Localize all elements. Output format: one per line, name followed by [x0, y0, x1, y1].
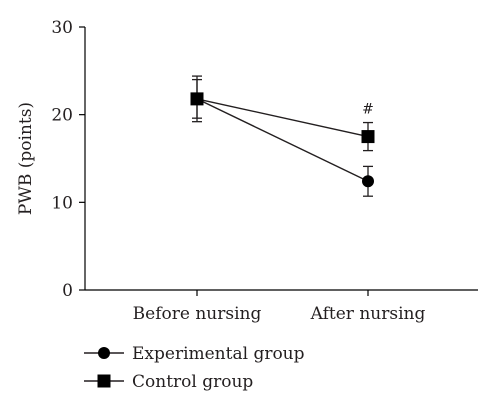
annotation-layer: #	[362, 102, 374, 118]
x-tick-label: After nursing	[310, 304, 426, 324]
legend-item: Experimental group	[84, 344, 305, 364]
series-line	[196, 98, 369, 182]
legend-label: Control group	[132, 372, 253, 392]
data-point	[361, 130, 375, 144]
series-1	[191, 75, 374, 197]
legend-label: Experimental group	[132, 344, 305, 364]
legend-item: Control group	[84, 372, 253, 392]
y-tick-label: 10	[51, 193, 73, 213]
legend: Experimental group Control group	[84, 344, 305, 392]
y-tick-label: 0	[62, 281, 73, 301]
x-tick-label: Before nursing	[133, 304, 262, 324]
series-layer	[190, 75, 375, 197]
series-2	[190, 78, 375, 152]
series-line	[196, 98, 369, 138]
data-point	[190, 92, 204, 106]
plot-area: 0 10 20 30 Before nursing After nursing #	[51, 18, 478, 324]
data-point	[362, 175, 374, 188]
x-ticks: Before nursing After nursing	[133, 290, 426, 324]
legend-marker	[97, 374, 111, 388]
y-tick-label: 30	[51, 18, 73, 38]
significance-annotation: #	[362, 102, 374, 118]
y-axis-label: PWB (points)	[16, 102, 36, 215]
y-ticks: 0 10 20 30	[51, 18, 85, 301]
y-tick-label: 20	[51, 106, 73, 126]
legend-marker	[98, 347, 110, 359]
